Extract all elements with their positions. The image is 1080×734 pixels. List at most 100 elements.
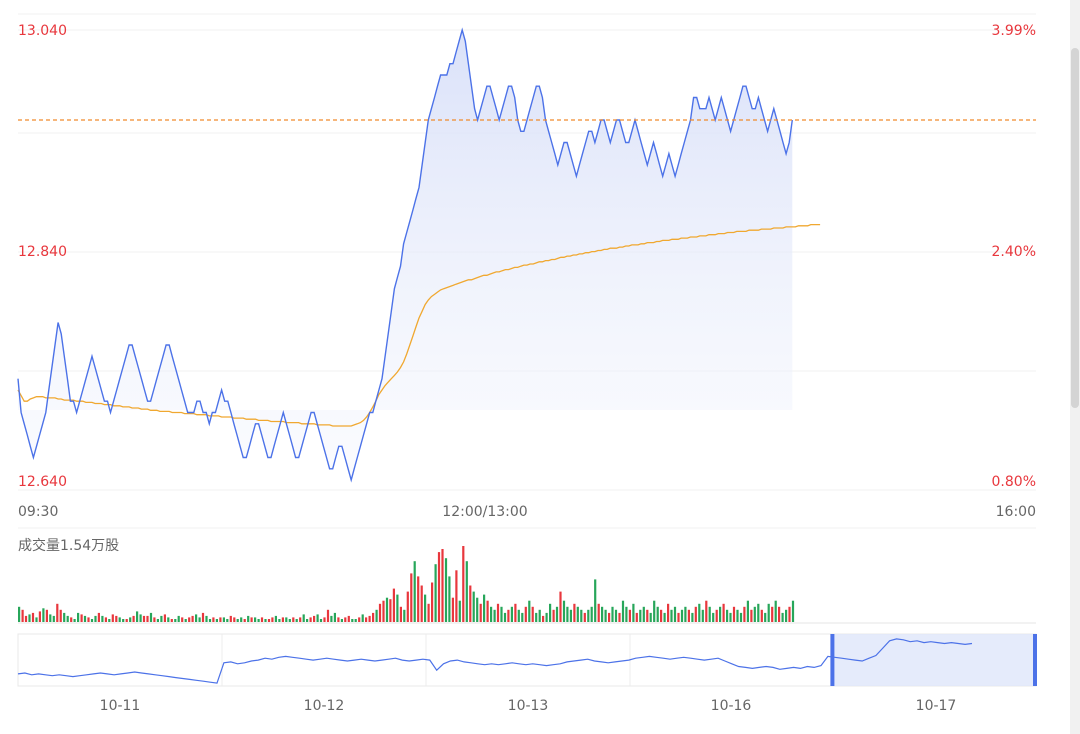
volume-bar (149, 612, 153, 622)
volume-bar (500, 606, 503, 622)
volume-bar (490, 606, 493, 622)
volume-bar (399, 606, 402, 622)
volume-bar (299, 617, 302, 622)
navigator-date-label: 10-17 (916, 698, 957, 714)
volume-bar (361, 614, 364, 622)
volume-bar (739, 612, 743, 622)
navigator-handle-left[interactable] (830, 634, 835, 686)
volume-bar (646, 609, 649, 622)
volume-bar (215, 619, 218, 622)
volume-bar (673, 606, 677, 622)
navigator-line (17, 638, 973, 684)
volume-bar (660, 609, 663, 622)
volume-bar (222, 617, 225, 622)
volume-bar (625, 606, 628, 622)
volume-bar (573, 603, 576, 622)
volume-bar (247, 615, 250, 622)
navigator-date-label: 10-13 (508, 698, 549, 714)
volume-bar (712, 612, 715, 622)
scrollbar-thumb[interactable] (1071, 48, 1079, 408)
y-left-tick: 12.640 (18, 474, 67, 490)
volume-bar (746, 600, 749, 622)
volume-bar (254, 617, 257, 622)
volume-bar (111, 614, 114, 622)
volume-chart: 成交量1.54万股 (18, 527, 1036, 624)
volume-bar (42, 608, 45, 622)
volume-bar (791, 600, 795, 622)
volume-bar (594, 579, 597, 622)
volume-bar (538, 609, 541, 622)
volume-bar (389, 599, 392, 622)
volume-bar (719, 606, 722, 622)
price-line (17, 27, 793, 483)
navigator-handle-right[interactable] (1033, 634, 1037, 686)
volume-bar (701, 609, 704, 622)
navigator-date-label: 10-11 (100, 698, 141, 714)
volume-bar (80, 614, 83, 622)
volume-bar (510, 606, 513, 622)
volume-bar (406, 591, 409, 622)
volume-bar (205, 615, 208, 622)
volume-bar (49, 614, 52, 622)
volume-bar (549, 603, 552, 622)
volume-bar (444, 558, 448, 622)
volume-bar (476, 597, 479, 622)
volume-bar (365, 617, 368, 622)
page-scrollbar[interactable] (1070, 0, 1080, 734)
volume-bar (243, 619, 246, 622)
y-right-tick: 0.80% (992, 474, 1036, 490)
volume-bar (153, 617, 156, 622)
volume-bar (667, 603, 670, 622)
volume-bar (555, 606, 559, 622)
volume-bar (458, 600, 461, 622)
volume-bar (642, 606, 645, 622)
volume-bar (597, 603, 600, 622)
volume-bar (174, 619, 177, 622)
volume-bar (21, 609, 24, 622)
volume-bar (486, 600, 489, 622)
volume-bar (691, 612, 694, 622)
x-tick: 12:00/13:00 (442, 504, 527, 520)
volume-bar (108, 619, 111, 622)
volume-bar (410, 573, 413, 622)
volume-bar (698, 603, 701, 622)
volume-bar (736, 609, 739, 622)
volume-bar (767, 603, 770, 622)
volume-bar (198, 617, 201, 622)
volume-bar (87, 617, 90, 622)
volume-bar (201, 612, 205, 622)
volume-bar (156, 619, 159, 622)
range-navigator[interactable]: 10-11 10-12 10-13 10-16 10-17 (17, 633, 1037, 714)
volume-bar (764, 612, 767, 622)
volume-bar (129, 617, 132, 622)
volume-bar (569, 609, 572, 622)
volume-bar (177, 615, 180, 622)
volume-bar (677, 612, 680, 622)
volume-bar (170, 619, 173, 622)
volume-bar (337, 617, 340, 622)
navigator-date-label: 10-12 (304, 698, 345, 714)
volume-bar (663, 612, 666, 622)
volume-bar (52, 615, 55, 622)
volume-bar (684, 606, 687, 622)
volume-bar (326, 609, 330, 622)
volume-bar (38, 611, 41, 622)
volume-bar (56, 603, 59, 622)
volume-bar (618, 612, 621, 622)
volume-bar (427, 603, 430, 622)
volume-bar (35, 617, 38, 622)
volume-bar (680, 609, 684, 622)
volume-bar (66, 615, 69, 622)
volume-bar (462, 546, 465, 622)
volume-bar (472, 591, 475, 622)
volume-bar (212, 617, 215, 622)
volume-bar (778, 606, 781, 622)
volume-bar (653, 600, 656, 622)
volume-bar (503, 612, 507, 622)
volume-bar (181, 617, 184, 622)
volume-bar (576, 606, 579, 622)
volume-bar (45, 609, 48, 622)
volume-bar (163, 614, 166, 622)
volume-bar (542, 615, 545, 622)
volume-bar (288, 619, 291, 622)
